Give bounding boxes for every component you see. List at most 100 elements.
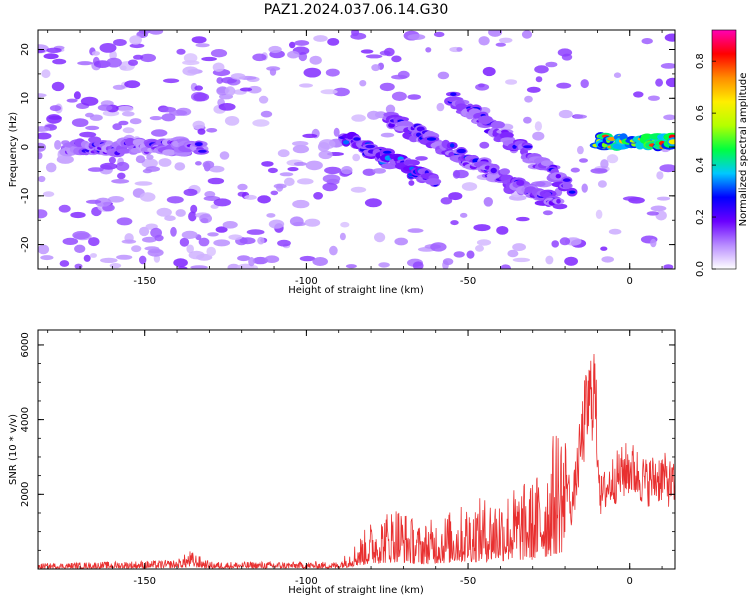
spectrogram-cell — [99, 43, 117, 53]
spectrogram-cell — [186, 244, 194, 254]
spectrogram-cell — [425, 178, 442, 186]
spectrogram-cell — [149, 116, 163, 121]
spectrogram-cell — [267, 167, 278, 174]
spectrogram-cell — [140, 53, 156, 63]
spectrogram-cell — [277, 149, 290, 158]
spectrogram-cell — [646, 211, 659, 216]
colorbar-label: Normalized spectral amplitude — [738, 73, 749, 227]
spectrogram-cell — [162, 149, 176, 156]
spectrogram-cell — [206, 128, 218, 133]
spectrogram-cell — [608, 228, 622, 235]
spectrogram-cell — [210, 49, 228, 58]
spectrogram-cell — [112, 84, 126, 90]
spectrogram-cell — [475, 245, 484, 252]
spectrogram-cell — [397, 70, 410, 79]
spectrogram-cell — [482, 66, 496, 77]
spectrogram-cell — [425, 47, 432, 53]
spectrogram-cell — [613, 72, 622, 78]
colorbar-ticks: 0.0 0.2 0.4 0.6 0.8 — [695, 53, 716, 277]
spectrogram-cell — [38, 244, 50, 255]
figure-title: PAZ1.2024.037.06.14.G30 — [264, 2, 449, 18]
spectrogram-cell — [532, 131, 545, 141]
x-tick-label: -50 — [460, 576, 476, 587]
snr-xlabel: Height of straight line (km) — [288, 585, 424, 596]
spectrogram-cell — [433, 31, 445, 38]
spectrogram-cell — [212, 62, 225, 72]
spectrogram-cell — [668, 139, 675, 145]
spectrogram-cell — [139, 192, 156, 202]
spectrogram-cell — [227, 263, 240, 269]
spectrogram-cell — [297, 178, 314, 185]
spectrogram-cell — [219, 151, 230, 160]
spectrogram-cell — [556, 198, 561, 204]
spectrogram-cell — [261, 161, 274, 167]
spectrogram-cell — [224, 116, 240, 126]
spectrogram-cell — [407, 94, 422, 100]
spectrogram-cell — [239, 87, 253, 92]
spectrogram-cell — [182, 66, 199, 76]
spectrogram-cell — [198, 149, 207, 153]
spectrogram-cell — [273, 183, 287, 189]
colorbar-tick-label: 0.0 — [695, 261, 706, 277]
x-tick-label: 0 — [627, 576, 633, 587]
spectrogram-cell — [201, 56, 218, 62]
spectrogram-cell — [516, 179, 525, 186]
spectrogram-cell — [305, 160, 323, 171]
spectrogram-cell — [181, 230, 198, 239]
spectrogram-cell — [118, 120, 129, 126]
spectrogram-cell — [213, 198, 232, 207]
spectrogram-cell — [367, 110, 381, 120]
spectrogram-cell — [97, 104, 113, 111]
spectrogram-cell — [579, 158, 588, 163]
spectrogram-cell — [45, 162, 57, 173]
spectrogram-cell — [215, 226, 228, 233]
spectrogram-cell — [498, 37, 513, 43]
spectrogram-cell — [228, 234, 243, 240]
spectrogram-cell — [650, 238, 657, 248]
spectrogram-cell — [577, 145, 584, 155]
spectrogram-cell — [322, 182, 338, 192]
spectrogram-cell — [176, 48, 186, 55]
snr-panel: -150 -100 -50 0 2000 4000 6000 Height of strai… — [8, 329, 676, 596]
spectrogram-cell — [534, 121, 543, 131]
spectrogram-cell — [641, 38, 653, 45]
spectrogram-cell — [141, 158, 158, 168]
y-tick-label: 20 — [20, 43, 31, 56]
spectrogram-cell — [526, 86, 541, 93]
spectrogram-cell — [74, 263, 83, 269]
spectrogram-cell — [450, 92, 457, 96]
spectrogram-cell — [378, 262, 390, 268]
spectrogram-cell — [279, 172, 294, 177]
spectrogram-cell — [437, 71, 450, 80]
spectrogram-cell — [218, 103, 236, 111]
spectrogram-cell — [139, 255, 147, 265]
spectrogram-cell — [252, 256, 269, 265]
spectrogram-cell — [351, 114, 366, 122]
spectrogram-cell — [207, 232, 219, 237]
spectrogram-cell — [333, 127, 340, 137]
spectrogram-cell — [647, 95, 660, 101]
spectrogram-cell — [289, 41, 296, 49]
spectrogram-cell — [345, 264, 357, 269]
spectrogram-cell — [277, 239, 291, 247]
spectrogram-cell — [270, 190, 279, 196]
spectrogram-cell — [436, 102, 445, 112]
spectrogram-cell — [195, 161, 202, 166]
spectrogram-cell — [116, 148, 132, 154]
spectrogram-cell — [38, 152, 43, 160]
spectrogram-cell — [195, 142, 203, 147]
spectrogram-cell — [85, 112, 94, 118]
spectrogram-cell — [121, 239, 137, 244]
spectrogram-cell — [523, 145, 533, 149]
colorbar: 0.0 0.2 0.4 0.6 0.8 Normalized spectral ampl… — [695, 29, 749, 277]
spectrogram-cell — [523, 116, 532, 124]
spectrogram-cell — [456, 148, 466, 154]
y-tick-label: -10 — [20, 188, 31, 204]
spectrogram-cell — [188, 250, 205, 260]
spectrogram-cell — [43, 53, 59, 60]
spectrogram-cell — [450, 220, 459, 226]
spectrogram-cell — [70, 211, 86, 219]
spectrogram-cell — [339, 232, 346, 241]
spectrogram-cell — [600, 246, 608, 251]
spectrogram-cell — [122, 127, 135, 134]
